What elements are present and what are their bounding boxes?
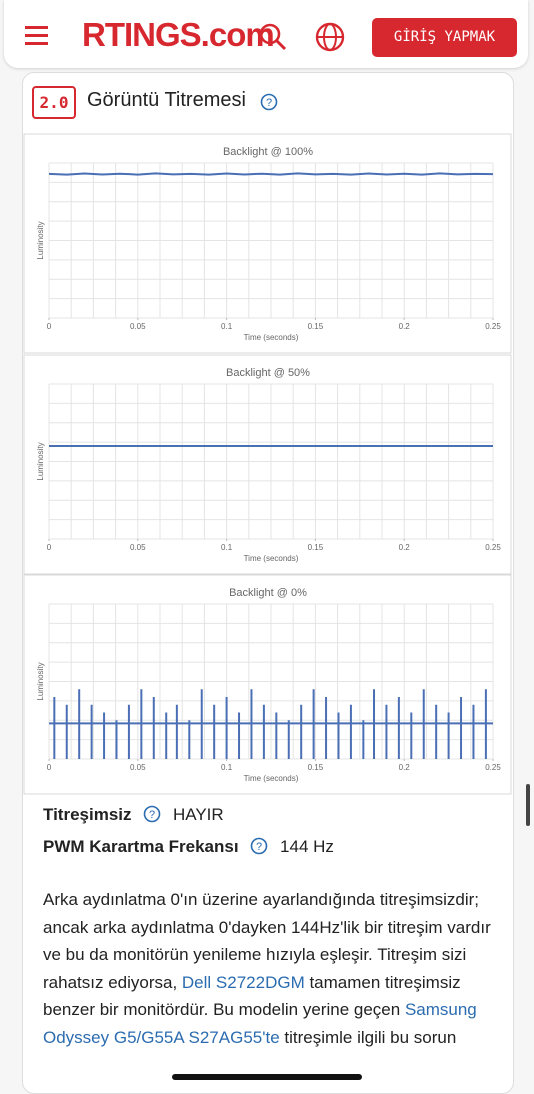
- x-tick-label: 0.2: [399, 322, 411, 331]
- x-tick-label: 0.15: [308, 543, 324, 552]
- chart-panel: [23, 354, 512, 575]
- help-icon[interactable]: ?: [142, 805, 162, 823]
- x-tick-label: 0.25: [485, 763, 501, 772]
- x-tick-label: 0.15: [308, 763, 324, 772]
- header: RTINGS.com GİRİŞ YAPMAK: [4, 0, 528, 68]
- language-icon[interactable]: [314, 21, 346, 53]
- login-button[interactable]: GİRİŞ YAPMAK: [372, 18, 517, 57]
- chart-title: Backlight @ 100%: [223, 146, 313, 158]
- search-icon[interactable]: [258, 22, 288, 52]
- x-tick-label: 0.05: [130, 543, 146, 552]
- home-indicator: [172, 1074, 362, 1080]
- svg-text:?: ?: [149, 809, 155, 821]
- x-tick-label: 0.1: [221, 543, 233, 552]
- link[interactable]: Dell S2722DGM: [181, 972, 305, 992]
- spec-row: Titreşimsiz ? HAYIR: [43, 805, 224, 825]
- x-tick-label: 0.1: [221, 322, 233, 331]
- help-icon[interactable]: ?: [259, 92, 279, 112]
- section-title: Görüntü Titremesi: [87, 89, 246, 111]
- x-axis-label: Time (seconds): [244, 554, 299, 563]
- spec-label: PWM Karartma Frekansı: [43, 837, 239, 856]
- link[interactable]: Samsung Odyssey G5/G55A S27AG55'te: [43, 1000, 477, 1047]
- y-axis-label: Luminosity: [36, 662, 45, 700]
- spec-value: 144 Hz: [280, 837, 334, 856]
- chart-panel: [23, 574, 512, 795]
- luminosity-line: [48, 172, 494, 176]
- x-tick-label: 0: [47, 763, 52, 772]
- x-axis-label: Time (seconds): [244, 333, 299, 342]
- charts: Backlight @ 100% Time (seconds) Luminosity…: [23, 133, 512, 795]
- spec-value: HAYIR: [172, 805, 224, 824]
- svg-text:?: ?: [266, 97, 272, 109]
- y-axis-label: Luminosity: [36, 221, 45, 259]
- text: tamamen titreşimsiz benzer bir monitördü…: [43, 972, 461, 1020]
- x-tick-label: 0: [47, 322, 52, 331]
- section-number: 2.0: [32, 86, 76, 119]
- chart-panel: [23, 133, 512, 354]
- text: Arka aydınlatma 0'ın üzerine ayarlandığı…: [43, 890, 491, 992]
- x-axis-label: Time (seconds): [244, 774, 299, 783]
- x-tick-label: 0.2: [399, 763, 411, 772]
- spec-label: Titreşimsiz: [43, 805, 132, 824]
- chart-title: Backlight @ 0%: [229, 587, 307, 599]
- x-tick-label: 0.05: [130, 763, 146, 772]
- x-tick-label: 0.25: [485, 322, 501, 331]
- x-tick-label: 0.15: [308, 322, 324, 331]
- y-axis-label: Luminosity: [36, 442, 45, 480]
- x-tick-label: 0.25: [485, 543, 501, 552]
- svg-text:?: ?: [256, 841, 262, 853]
- paragraph: Arka aydınlatma 0'ın üzerine ayarlandığı…: [43, 886, 491, 1051]
- x-tick-label: 0: [47, 543, 52, 552]
- help-icon[interactable]: ?: [249, 837, 269, 855]
- x-tick-label: 0.2: [399, 543, 411, 552]
- x-tick-label: 0.05: [130, 322, 146, 331]
- chart-title: Backlight @ 50%: [226, 367, 310, 379]
- x-tick-label: 0.1: [221, 763, 233, 772]
- logo[interactable]: RTINGS.com: [82, 16, 275, 53]
- scrollbar: [526, 784, 530, 826]
- text: titreşimle ilgili bu sorun: [279, 1027, 457, 1047]
- menu-icon[interactable]: [24, 25, 50, 47]
- spec-row: PWM Karartma Frekansı ? 144 Hz: [43, 837, 334, 857]
